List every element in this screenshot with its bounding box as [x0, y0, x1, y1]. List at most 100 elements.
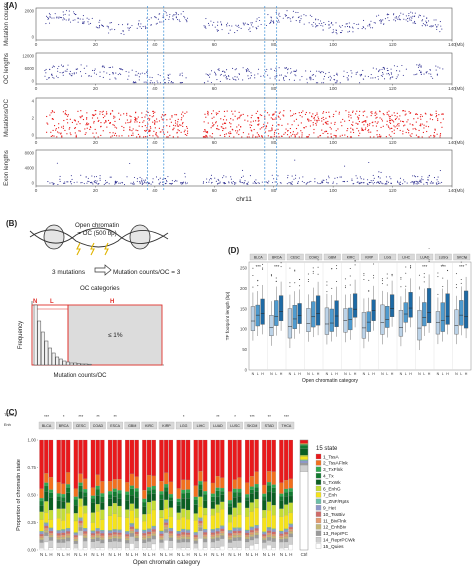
c-stack-segment: [262, 536, 267, 539]
track-point: [205, 27, 207, 29]
mutations-per-oc-point: [436, 114, 438, 117]
track-point: [336, 177, 338, 179]
c-stack-segment: [78, 525, 83, 528]
track-point: [108, 32, 110, 34]
track-point: [243, 23, 245, 25]
c-stack-segment: [65, 531, 71, 534]
c-stack-segment: [271, 471, 276, 485]
track-point: [402, 183, 404, 185]
track-point: [93, 176, 96, 178]
mutations-per-oc-point: [415, 113, 417, 115]
c-stack-segment: [227, 439, 233, 492]
track-point: [382, 19, 384, 21]
track-point: [428, 174, 430, 176]
track-point: [138, 76, 140, 78]
track-point: [381, 75, 384, 77]
c-stack-segment: [271, 514, 276, 529]
track-point: [284, 67, 286, 69]
track-point: [170, 183, 172, 185]
d-ytick: 0: [245, 368, 248, 373]
mutations-per-oc-point: [154, 119, 156, 122]
mutations-per-oc-point: [257, 134, 260, 136]
mutations-per-oc-point: [348, 119, 350, 122]
mutations-per-oc-point: [144, 136, 146, 138]
mutations-per-oc-point: [413, 118, 415, 120]
track-point: [436, 179, 438, 181]
track-point: [184, 172, 186, 174]
d-outlier: [294, 270, 296, 272]
c-stack-segment: [44, 528, 49, 531]
mutations-per-oc-point: [236, 132, 238, 134]
mutations-per-oc-point: [158, 120, 161, 122]
track-xtick-label: 0: [35, 188, 38, 193]
track-point: [347, 75, 350, 77]
d-box: [255, 304, 260, 327]
c-stack-segment: [117, 493, 122, 499]
mutations-per-oc-point: [169, 118, 171, 120]
c-stack-segment: [48, 535, 54, 538]
mutations-per-oc-point: [146, 127, 148, 129]
c-stack-segment: [203, 534, 208, 537]
c-stack-segment: [100, 547, 105, 551]
track-point: [49, 14, 51, 16]
track-point: [159, 181, 161, 183]
c-stack-segment: [220, 526, 225, 530]
mutations-per-oc-point: [289, 127, 291, 130]
track-point: [386, 181, 388, 183]
c-stack-segment: [262, 496, 267, 501]
track-point: [380, 22, 382, 24]
mutations-per-oc-point: [326, 123, 328, 125]
c-stack-segment: [56, 539, 61, 543]
c-stack-segment: [95, 535, 100, 538]
c-group-label: L: [268, 552, 271, 557]
track-point: [102, 25, 104, 27]
track-point: [399, 181, 401, 183]
track-point: [169, 13, 171, 16]
mutations-per-oc-point: [423, 124, 425, 126]
mutations-per-oc-point: [264, 116, 266, 118]
c-stack-segment: [78, 439, 83, 474]
c-stack-segment: [185, 542, 191, 548]
track-point: [309, 76, 311, 78]
c-stack-segment: [142, 537, 147, 540]
track-point: [182, 11, 184, 13]
mutations-per-oc-point: [213, 116, 215, 118]
c-sig-label: **: [96, 414, 100, 419]
c-stack-segment: [193, 532, 198, 534]
c-stack-segment: [279, 508, 284, 517]
d-box: [292, 305, 297, 329]
track-point: [114, 180, 116, 182]
mutations-per-oc-point: [427, 126, 430, 128]
track-point: [425, 72, 427, 74]
track-point: [231, 183, 233, 185]
track-point: [280, 182, 282, 184]
track-point: [351, 179, 353, 182]
c-stack-segment: [159, 439, 164, 482]
d-outlier: [400, 286, 402, 288]
mutations-per-oc-point: [123, 113, 125, 115]
track-point: [181, 72, 183, 74]
mutations-per-oc-point: [62, 127, 64, 129]
c-stack-segment: [100, 509, 105, 520]
mutations-per-oc-point: [65, 110, 67, 112]
mutations-per-oc-point: [104, 115, 106, 117]
c-stack-segment: [210, 534, 216, 537]
mutations-per-oc-point: [121, 135, 123, 137]
c-stack-segment: [288, 502, 293, 513]
c-stack-segment: [198, 489, 203, 497]
c-stack-segment: [203, 514, 208, 530]
track-point: [93, 180, 95, 182]
track-point: [325, 73, 327, 75]
track-point: [234, 32, 236, 34]
track-point: [414, 22, 416, 24]
track-point: [148, 18, 150, 20]
mutations-per-oc-point: [58, 127, 60, 129]
d-outlier: [294, 269, 296, 271]
c-stack-segment: [220, 494, 225, 502]
mutations-per-oc-point: [412, 128, 414, 130]
c-stack-segment: [129, 533, 135, 537]
c-stack-segment: [203, 532, 208, 535]
mutations-per-oc-point: [271, 128, 273, 130]
track-point: [45, 23, 47, 25]
c-stack-segment: [249, 502, 254, 512]
